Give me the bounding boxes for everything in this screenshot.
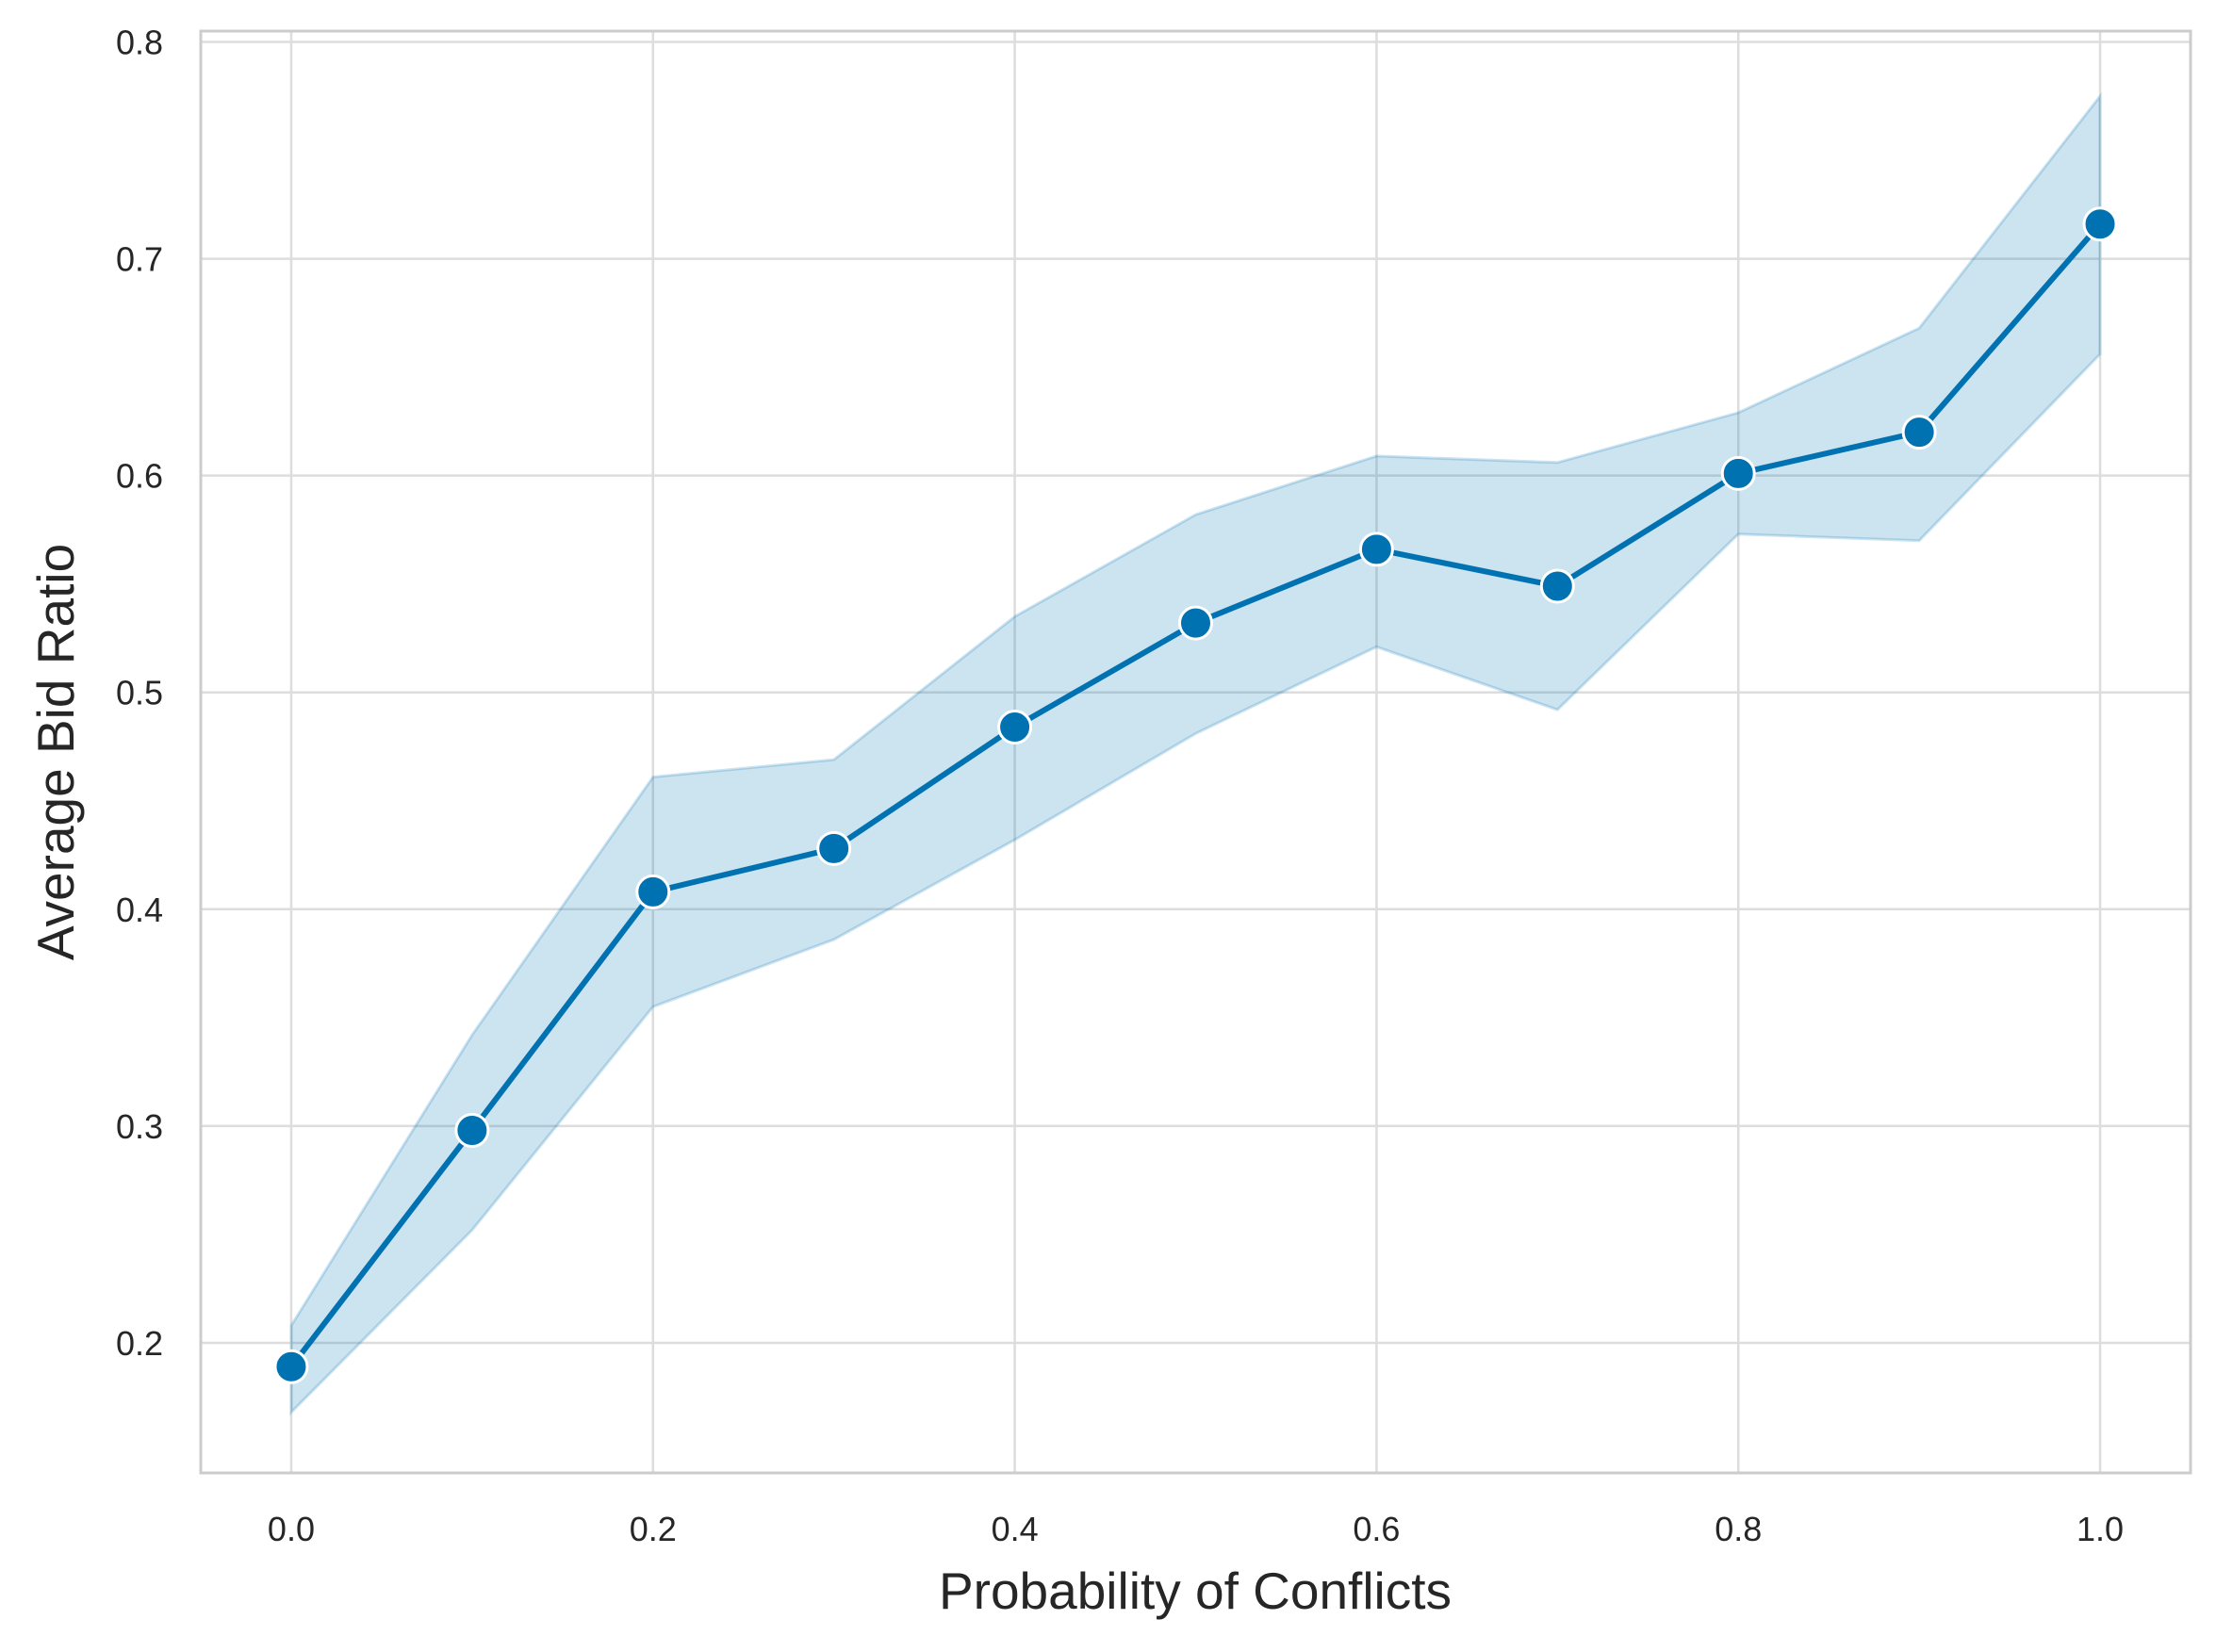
- y-tick-label: 0.2: [116, 1324, 163, 1363]
- data-point: [273, 1349, 309, 1384]
- y-tick-label: 0.5: [116, 674, 163, 712]
- plot-frame: [199, 29, 2192, 1475]
- ci-band: [289, 91, 2102, 1416]
- y-axis-label: Average Bid Ratio: [26, 544, 85, 960]
- y-tick-labels: 0.2 0.3 0.4 0.5 0.6 0.7 0.8: [116, 24, 163, 1363]
- data-point: [454, 1112, 490, 1148]
- x-tick-label: 0.6: [1353, 1510, 1400, 1548]
- x-axis-label: Probability of Conflicts: [939, 1562, 1452, 1620]
- y-tick-label: 0.6: [116, 457, 163, 496]
- data-point: [2082, 206, 2118, 242]
- y-tick-label: 0.8: [116, 24, 163, 62]
- gridlines: [201, 31, 2191, 1473]
- y-tick-label: 0.7: [116, 240, 163, 279]
- data-point: [1539, 568, 1575, 604]
- data-point: [1901, 415, 1937, 450]
- data-points: [273, 206, 2118, 1384]
- data-point: [1720, 455, 1756, 491]
- data-point: [1358, 532, 1394, 567]
- y-tick-label: 0.4: [116, 891, 163, 929]
- x-tick-labels: 0.0 0.2 0.4 0.6 0.8 1.0: [268, 1510, 2124, 1548]
- x-tick-label: 0.8: [1715, 1510, 1762, 1548]
- plot-background: [201, 31, 2191, 1473]
- data-point: [635, 874, 671, 909]
- x-tick-label: 0.0: [268, 1510, 315, 1548]
- x-tick-label: 0.2: [630, 1510, 677, 1548]
- x-tick-label: 0.4: [992, 1510, 1039, 1548]
- confidence-band: [289, 91, 2102, 1416]
- y-tick-label: 0.3: [116, 1107, 163, 1146]
- x-tick-label: 1.0: [2076, 1510, 2124, 1548]
- data-point: [816, 830, 852, 866]
- data-point: [997, 710, 1033, 745]
- data-point: [1178, 605, 1213, 641]
